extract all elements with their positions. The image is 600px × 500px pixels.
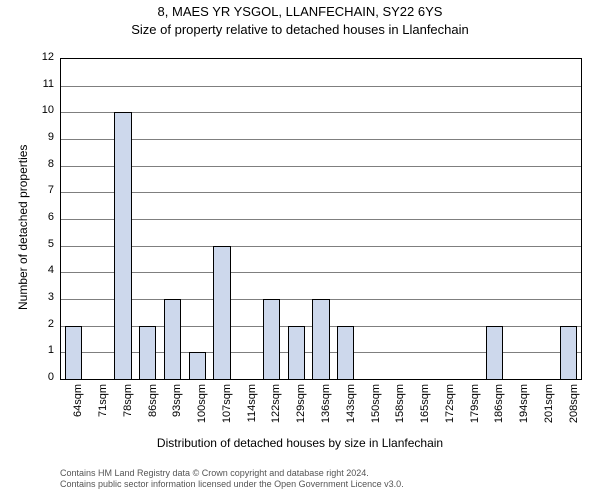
x-tick-label: 122sqm xyxy=(270,384,282,434)
y-tick-label: 5 xyxy=(32,238,54,250)
gridline xyxy=(61,246,581,247)
x-axis-label: Distribution of detached houses by size … xyxy=(0,436,600,450)
chart-title: 8, MAES YR YSGOL, LLANFECHAIN, SY22 6YS xyxy=(0,4,600,19)
x-tick-label: 186sqm xyxy=(493,384,505,434)
gridline xyxy=(61,139,581,140)
x-tick-label: 129sqm xyxy=(295,384,307,434)
y-tick-label: 7 xyxy=(32,184,54,196)
x-tick-label: 194sqm xyxy=(518,384,530,434)
gridline xyxy=(61,272,581,273)
y-tick-label: 9 xyxy=(32,131,54,143)
gridline xyxy=(61,192,581,193)
y-tick-label: 11 xyxy=(32,78,54,90)
plot-area xyxy=(60,58,582,380)
x-tick-label: 172sqm xyxy=(444,384,456,434)
x-tick-label: 114sqm xyxy=(246,384,258,434)
gridline xyxy=(61,112,581,113)
y-tick-label: 10 xyxy=(32,104,54,116)
y-tick-label: 6 xyxy=(32,211,54,223)
x-tick-label: 143sqm xyxy=(345,384,357,434)
bar xyxy=(65,326,82,379)
bar xyxy=(312,299,329,379)
credit-text: Contains HM Land Registry data © Crown c… xyxy=(60,468,404,491)
x-tick-label: 64sqm xyxy=(72,384,84,434)
x-tick-label: 158sqm xyxy=(394,384,406,434)
credit-line: Contains public sector information licen… xyxy=(60,479,404,490)
bar xyxy=(486,326,503,379)
chart-container: 8, MAES YR YSGOL, LLANFECHAIN, SY22 6YS … xyxy=(0,0,600,500)
x-tick-label: 208sqm xyxy=(568,384,580,434)
y-tick-label: 1 xyxy=(32,344,54,356)
chart-subtitle: Size of property relative to detached ho… xyxy=(0,22,600,37)
bar xyxy=(337,326,354,379)
bar xyxy=(560,326,577,379)
bar xyxy=(114,112,131,379)
bar xyxy=(189,352,206,379)
y-tick-label: 2 xyxy=(32,318,54,330)
credit-line: Contains HM Land Registry data © Crown c… xyxy=(60,468,404,479)
x-tick-label: 136sqm xyxy=(320,384,332,434)
bar xyxy=(139,326,156,379)
bar xyxy=(164,299,181,379)
x-tick-label: 201sqm xyxy=(543,384,555,434)
x-tick-label: 100sqm xyxy=(196,384,208,434)
y-axis-label: Number of detached properties xyxy=(16,145,30,310)
bar xyxy=(263,299,280,379)
x-tick-label: 107sqm xyxy=(221,384,233,434)
gridline xyxy=(61,166,581,167)
bar xyxy=(288,326,305,379)
y-tick-label: 3 xyxy=(32,291,54,303)
x-tick-label: 93sqm xyxy=(171,384,183,434)
x-tick-label: 150sqm xyxy=(370,384,382,434)
x-tick-label: 165sqm xyxy=(419,384,431,434)
bar xyxy=(213,246,230,379)
y-tick-label: 0 xyxy=(32,371,54,383)
x-tick-label: 179sqm xyxy=(469,384,481,434)
x-tick-label: 78sqm xyxy=(122,384,134,434)
y-tick-label: 4 xyxy=(32,264,54,276)
gridline xyxy=(61,219,581,220)
y-tick-label: 8 xyxy=(32,158,54,170)
gridline xyxy=(61,86,581,87)
y-tick-label: 12 xyxy=(32,51,54,63)
x-tick-label: 86sqm xyxy=(147,384,159,434)
x-tick-label: 71sqm xyxy=(97,384,109,434)
